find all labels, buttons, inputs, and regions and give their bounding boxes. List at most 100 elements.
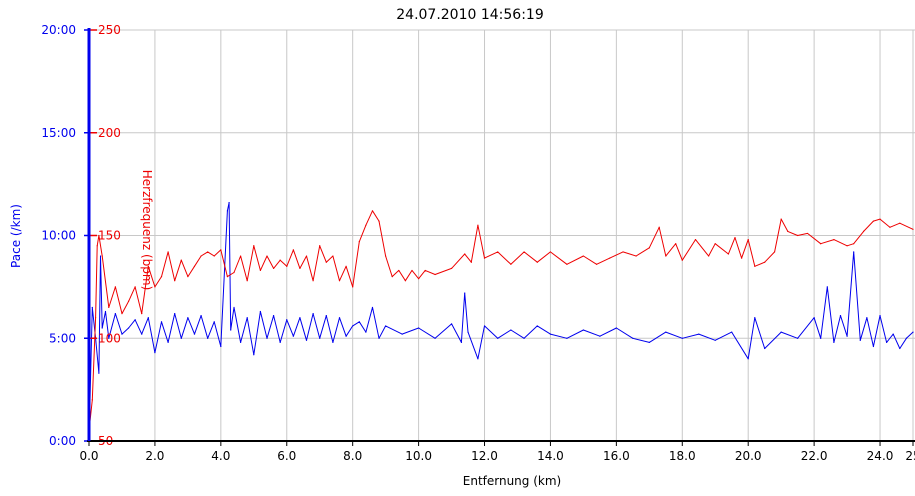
series-point-pace [731, 331, 733, 333]
series-point-pace [200, 315, 202, 317]
series-point-hr [345, 265, 347, 267]
series-point-pace [460, 341, 463, 343]
series-point-pace [99, 255, 102, 257]
x-tick-label: 12.0 [471, 449, 498, 463]
series-point-pace [892, 333, 894, 335]
series-point-pace [866, 317, 868, 319]
series-point-hr [434, 273, 436, 276]
hr-tick-label: 150 [98, 229, 121, 243]
series-point-hr [233, 271, 235, 274]
series-point-hr [549, 251, 552, 253]
series-point-hr [378, 220, 380, 222]
series-point-hr [91, 399, 93, 401]
series-point-hr [797, 234, 799, 237]
series-point-hr [582, 255, 585, 257]
series-point-hr [385, 255, 387, 257]
series-point-hr [272, 267, 275, 269]
series-point-hr [708, 255, 710, 257]
x-tick-label: 22.0 [801, 449, 828, 463]
series-point-hr [108, 306, 110, 309]
x-tick-label: 4.0 [211, 449, 230, 463]
series-point-hr [279, 259, 281, 261]
series-point-pace [325, 315, 327, 317]
series-point-hr [497, 251, 499, 253]
series-point-pace [127, 327, 130, 329]
series-point-hr [665, 255, 667, 257]
series-point-pace [174, 312, 176, 315]
series-point-pace [371, 306, 374, 309]
series-point-hr [566, 263, 568, 265]
series-point-hr [96, 245, 98, 247]
x-tick-label: 2.0 [145, 449, 164, 463]
series-point-hr [154, 286, 156, 288]
series-point-pace [912, 331, 914, 333]
series-point-pace [385, 325, 387, 327]
series-point-hr [101, 255, 103, 257]
series-point-pace [846, 335, 848, 337]
series-point-hr [879, 218, 881, 220]
series-point-hr [253, 245, 255, 247]
series-point-hr [167, 251, 169, 253]
series-point-hr [94, 317, 97, 319]
series-point-pace [483, 325, 486, 327]
series-point-pace [108, 337, 110, 339]
chart-title: 24.07.2010 14:56:19 [396, 7, 544, 23]
series-point-pace [193, 333, 196, 335]
series-point-pace [134, 319, 136, 321]
pace-tick-label: 10:00 [41, 229, 76, 243]
series-point-hr [240, 255, 242, 257]
series-point-hr [622, 251, 624, 253]
series-point-pace [121, 333, 123, 335]
series-point-pace [434, 337, 436, 339]
series-point-pace [477, 358, 479, 360]
series-point-pace [905, 337, 908, 339]
series-point-hr [180, 259, 182, 261]
series-point-pace [266, 337, 268, 339]
series-point-pace [114, 312, 116, 315]
series-point-pace [698, 333, 700, 335]
series-point-hr [246, 280, 248, 282]
series-point-pace [497, 337, 499, 339]
series-point-pace [566, 337, 568, 339]
series-point-hr [371, 210, 374, 212]
series-point-hr [213, 255, 215, 257]
series-point-hr [174, 280, 176, 282]
series-point-hr [889, 226, 891, 228]
x-tick-label: 6.0 [277, 449, 296, 463]
series-point-pace [747, 358, 749, 360]
series-point-pace [253, 354, 255, 356]
series-point-hr [160, 276, 163, 278]
series-point-pace [352, 325, 354, 327]
series-point-hr [536, 261, 538, 263]
x-tick-label: 16.0 [603, 449, 630, 463]
series-point-hr [754, 265, 756, 267]
series-point-hr [899, 222, 901, 224]
series-point-pace [98, 372, 100, 374]
series-point-hr [747, 239, 749, 241]
series-point-pace [180, 337, 182, 339]
x-tick-label: 25 [905, 449, 915, 463]
series-point-hr [259, 269, 261, 272]
series-point-hr [464, 253, 466, 255]
series-point-hr [411, 269, 413, 272]
series-point-hr [312, 280, 314, 282]
series-point-pace [332, 341, 334, 343]
series-point-hr [292, 249, 294, 251]
series-point-hr [833, 239, 835, 241]
series-point-pace [754, 317, 756, 319]
series-point-pace [826, 286, 828, 288]
series-point-hr [220, 249, 222, 251]
x-tick-label: 0.0 [79, 449, 98, 463]
x-tick-label: 24.0 [867, 449, 894, 463]
series-point-hr [319, 245, 321, 247]
series-point-hr [675, 243, 677, 245]
series-point-hr [266, 255, 268, 257]
series-point-pace [899, 347, 901, 350]
series-point-pace [358, 321, 360, 323]
series-point-pace [226, 210, 229, 212]
x-tick-label: 18.0 [669, 449, 696, 463]
series-point-pace [286, 319, 288, 321]
series-point-hr [483, 257, 486, 259]
series-point-pace [299, 317, 301, 319]
series-point-pace [230, 329, 232, 331]
